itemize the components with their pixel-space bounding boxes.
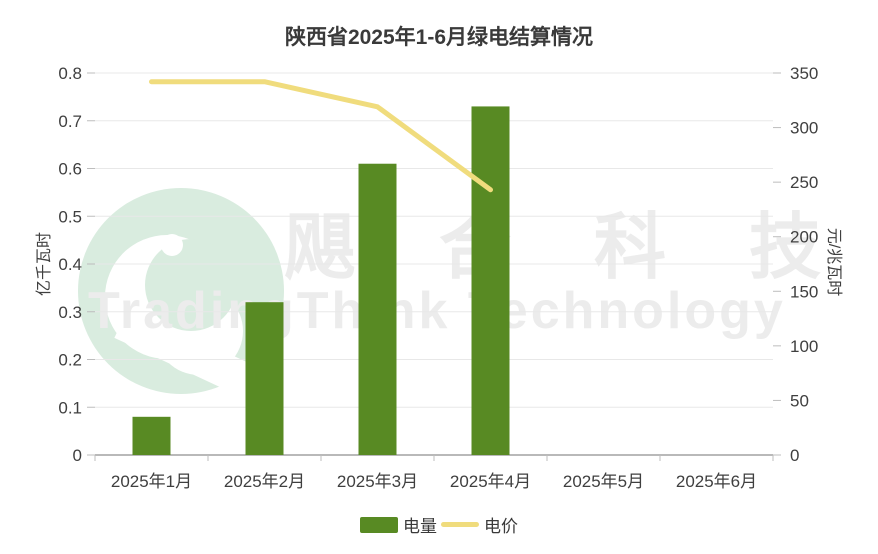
chart-title: 陕西省2025年1-6月绿电结算情况 bbox=[284, 26, 594, 49]
y-right-tick-label: 300 bbox=[790, 119, 818, 138]
x-tick-label: 2025年2月 bbox=[224, 472, 305, 491]
y-right-tick-label: 350 bbox=[790, 64, 818, 83]
y-right-tick-label: 200 bbox=[790, 228, 818, 247]
y-left-tick-label: 0.8 bbox=[58, 64, 82, 83]
y-left-tick-label: 0.4 bbox=[58, 255, 82, 274]
y-left-tick-label: 0 bbox=[73, 446, 82, 465]
bar-2025年3月[interactable] bbox=[358, 163, 397, 455]
bar-2025年2月[interactable] bbox=[245, 302, 284, 455]
bar-2025年4月[interactable] bbox=[471, 106, 510, 456]
x-tick-label: 2025年1月 bbox=[111, 472, 192, 491]
y-right-tick-label: 100 bbox=[790, 337, 818, 356]
y-left-tick-label: 0.3 bbox=[58, 303, 82, 322]
legend: 电量 电价 bbox=[0, 512, 878, 537]
legend-item-price[interactable]: 电价 bbox=[441, 512, 518, 537]
y-left-tick-label: 0.6 bbox=[58, 160, 82, 179]
watermark-logo-icon bbox=[78, 188, 284, 397]
bar-2025年1月[interactable] bbox=[132, 416, 171, 455]
y-right-tick-label: 50 bbox=[790, 391, 809, 410]
x-tick-label: 2025年6月 bbox=[676, 472, 757, 491]
price-line[interactable] bbox=[149, 79, 493, 193]
line-series-swatch bbox=[441, 522, 479, 527]
watermark-english-text: TradingThink Technology bbox=[88, 282, 786, 340]
y-right-tick-label: 150 bbox=[790, 282, 818, 301]
x-tick-label: 2025年5月 bbox=[563, 472, 644, 491]
y-left-axis-title: 亿千瓦时 bbox=[36, 232, 53, 297]
y-right-tick-label: 0 bbox=[790, 446, 799, 465]
bar-series-swatch bbox=[360, 516, 398, 533]
y-left-tick-label: 0.2 bbox=[58, 351, 82, 370]
y-right-axis-title: 元/兆瓦时 bbox=[825, 227, 842, 297]
x-tick-label: 2025年4月 bbox=[450, 472, 531, 491]
legend-label-volume: 电量 bbox=[403, 517, 437, 536]
y-left-tick-label: 0.7 bbox=[58, 112, 82, 131]
y-left-tick-label: 0.1 bbox=[58, 398, 82, 417]
y-right-tick-label: 250 bbox=[790, 173, 818, 192]
legend-item-volume[interactable]: 电量 bbox=[360, 512, 437, 537]
y-left-tick-label: 0.5 bbox=[58, 207, 82, 226]
legend-label-price: 电价 bbox=[484, 517, 518, 536]
x-tick-label: 2025年3月 bbox=[337, 472, 418, 491]
